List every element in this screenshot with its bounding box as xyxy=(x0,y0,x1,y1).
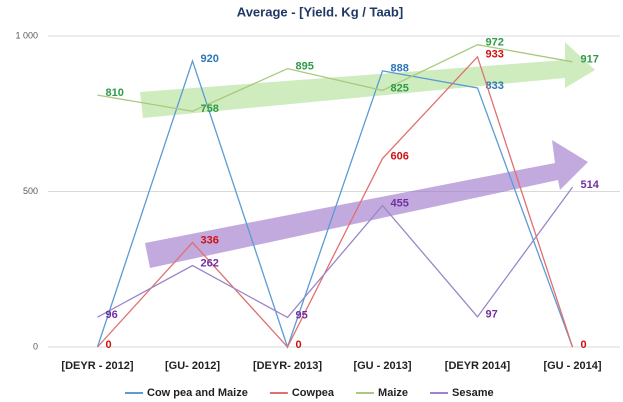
data-label: 0 xyxy=(296,339,302,351)
x-tick-label: [GU - 2013] xyxy=(353,360,411,372)
data-label: 262 xyxy=(201,257,219,269)
data-label: 920 xyxy=(201,53,219,65)
x-tick-label: [DEYR- 2013] xyxy=(253,360,322,372)
y-tick-label: 1 000 xyxy=(15,30,38,40)
x-tick-label: [GU - 2014] xyxy=(543,360,601,372)
data-label: 0 xyxy=(106,339,112,351)
data-label: 0 xyxy=(581,339,587,351)
chart-title: Average - [Yield. Kg / Taab] xyxy=(237,4,403,19)
decor-arrow xyxy=(145,140,588,268)
data-label: 455 xyxy=(391,197,409,209)
data-label: 888 xyxy=(391,63,409,75)
legend-label: Maize xyxy=(378,387,408,399)
series-line xyxy=(97,55,574,349)
x-tick-label: [DEYR - 2012] xyxy=(61,360,133,372)
legend-label: Sesame xyxy=(452,387,494,399)
data-label: 336 xyxy=(201,234,219,246)
data-label: 895 xyxy=(296,61,314,73)
data-label: 810 xyxy=(106,87,124,99)
data-label: 606 xyxy=(391,150,409,162)
data-label: 96 xyxy=(106,309,118,321)
data-label: 95 xyxy=(296,309,308,321)
legend-label: Cowpea xyxy=(292,387,335,399)
data-label: 917 xyxy=(581,54,599,66)
legend-label: Cow pea and Maize xyxy=(147,387,248,399)
y-tick-label: 0 xyxy=(33,341,38,351)
data-label: 97 xyxy=(486,309,498,321)
series-line xyxy=(97,186,574,319)
decor-arrow xyxy=(140,42,595,118)
series-line xyxy=(97,44,573,112)
x-tick-label: [GU- 2012] xyxy=(165,360,220,372)
data-label: 825 xyxy=(391,82,409,94)
x-tick-label: [DEYR 2014] xyxy=(445,360,511,372)
data-label: 972 xyxy=(486,37,504,49)
data-label: 514 xyxy=(581,179,600,191)
y-tick-label: 500 xyxy=(23,186,38,196)
data-label: 833 xyxy=(486,80,504,92)
data-label: 758 xyxy=(201,103,219,115)
data-label: 933 xyxy=(486,49,504,61)
